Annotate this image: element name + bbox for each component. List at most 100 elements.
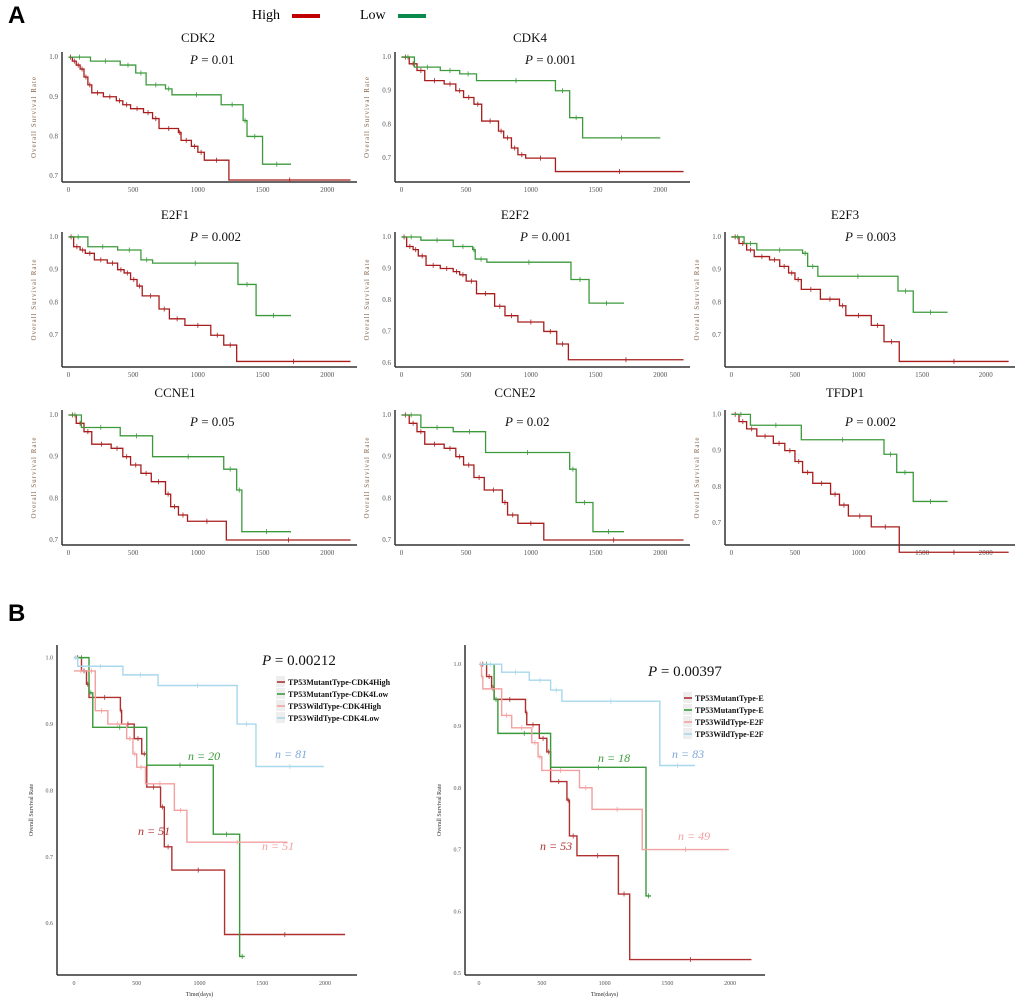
p-value-number: 0.002 [212,229,241,244]
legend-entry: TP53MutantType-E [695,706,764,715]
legend-entry: TP53WildType-CDK4Low [288,714,379,723]
x-tick-label: 1000 [191,549,206,557]
p-value-number: 0.02 [527,414,550,429]
km-plot-cdk2: 0.7 0.8 0.9 1.0 0 500 1000 1500 2000 Overall Surv… [30,30,357,194]
survival-curve-series-1 [731,236,1009,363]
y-tick-label: 1.0 [454,662,462,668]
x-tick-label: 1000 [524,186,539,194]
x-tick-label: 1500 [589,549,604,557]
y-tick-label: 1.0 [49,411,58,419]
x-tick-label: 500 [132,981,141,987]
x-tick-label: 0 [67,549,71,557]
p-symbol: P [189,52,198,67]
legend: TP53MutantType-CDK4High TP53MutantType-CD… [276,676,391,723]
n-label: n = 51 [138,824,170,838]
y-tick-label: 1.0 [49,233,58,241]
x-tick-label: 1500 [915,549,930,557]
plot-title: E2F2 [501,207,529,222]
p-symbol: P [647,664,657,680]
km-plot-cdk4: 0.7 0.8 0.9 1.0 0 500 1000 1500 2000 Overall Surv… [363,30,690,194]
panel-label-a: A [8,2,26,29]
y-tick-label: 0.7 [46,855,54,861]
p-symbol: P [844,229,853,244]
y-tick-label: 0.7 [382,327,391,335]
p-equals: = [271,653,287,669]
n-label: n = 49 [678,829,710,843]
km-plot-b_e2f: 0.5 0.6 0.7 0.8 0.9 1.0 0 500 1000 1500 2000 Overal… [437,645,765,998]
plot-title: CDK2 [181,30,215,45]
y-tick-label: 0.9 [46,722,54,728]
p-value: P = 0.003 [844,229,896,244]
x-tick-label: 1000 [524,549,539,557]
y-tick-label: 0.7 [49,536,58,544]
km-plot-b_cdk4: 0.6 0.7 0.8 0.9 1.0 0 500 1000 1500 2000 Overall S… [29,645,391,998]
n-label: n = 18 [598,751,630,765]
y-axis-label: Overall Survival Rate [30,258,38,340]
x-tick-label: 1500 [589,186,604,194]
plot-title: E2F1 [161,207,189,222]
x-tick-label: 2000 [320,549,335,557]
p-symbol: P [189,414,198,429]
p-symbol: P [504,414,513,429]
x-tick-label: 0 [478,981,481,987]
legend: TP53MutantType-E TP53MutantType-E TP53Wild… [683,692,764,739]
p-equals: = [853,414,867,429]
plot-title: CDK4 [513,30,547,45]
y-tick-label: 0.8 [454,786,462,792]
km-plot-ccne1: 0.7 0.8 0.9 1.0 0 500 1000 1500 2000 Overall Surv… [30,385,357,557]
p-value-number: 0.01 [212,52,235,67]
y-tick-label: 0.6 [454,909,462,915]
y-tick-label: 1.0 [712,233,721,241]
p-equals: = [533,52,547,67]
y-tick-label: 0.8 [712,483,721,491]
x-tick-label: 2000 [979,371,994,379]
x-tick-label: 1000 [193,981,205,987]
p-value: P = 0.02 [504,414,550,429]
p-symbol: P [524,52,533,67]
km-plot-tfdp1: 0.7 0.8 0.9 1.0 0 500 1000 1500 2000 Overall Surv… [693,385,1015,557]
survival-curve-series-2 [68,414,292,533]
p-equals: = [198,414,212,429]
x-tick-label: 2000 [979,549,994,557]
y-tick-label: 0.7 [382,536,391,544]
survival-curve-series-1 [731,413,1009,553]
km-plot-ccne2: 0.7 0.8 0.9 1.0 0 500 1000 1500 2000 Overall Surv… [363,385,690,557]
survival-curve-series-2 [73,656,245,958]
x-tick-label: 1000 [852,371,867,379]
x-tick-label: 1000 [852,549,867,557]
n-label: n = 53 [540,839,572,853]
x-tick-label: 2000 [320,186,335,194]
y-axis-label: Overall Survival Rate [437,784,443,837]
y-tick-label: 1.0 [382,53,391,61]
legend-entry: TP53WildType-E2F [695,730,764,739]
survival-curve-series-1 [68,414,351,541]
y-tick-label: 0.8 [712,298,721,306]
x-tick-label: 0 [730,549,734,557]
legend-entry: TP53MutantType-CDK4High [288,678,391,687]
p-value-number: 0.00397 [673,664,722,680]
x-axis-label: Time(days) [186,991,213,998]
x-tick-label: 500 [461,371,472,379]
survival-curve-series-2 [68,56,292,165]
y-tick-label: 0.7 [49,331,58,339]
p-equals: = [853,229,867,244]
x-tick-label: 2000 [319,981,331,987]
y-axis-label: Overall Survival Rate [29,784,35,837]
plot-title: TFDP1 [826,385,864,400]
y-tick-label: 0.9 [454,724,462,730]
y-tick-label: 0.7 [712,331,721,339]
x-tick-label: 1500 [256,371,271,379]
p-value: P = 0.001 [524,52,576,67]
x-tick-label: 0 [67,186,71,194]
p-value-number: 0.001 [542,229,571,244]
legend-low-swatch [397,14,426,18]
legend-entry: TP53MutantType-E [695,694,764,703]
y-tick-label: 0.7 [712,519,721,527]
y-tick-label: 0.9 [382,87,391,95]
p-value-number: 0.00212 [287,653,336,669]
y-axis-label: Overall Survival Rate [363,258,371,340]
p-value-number: 0.001 [547,52,576,67]
survival-curve-series-1 [68,56,351,181]
y-tick-label: 0.5 [454,971,462,977]
legend-entry: TP53WildType-E2F [695,718,764,727]
